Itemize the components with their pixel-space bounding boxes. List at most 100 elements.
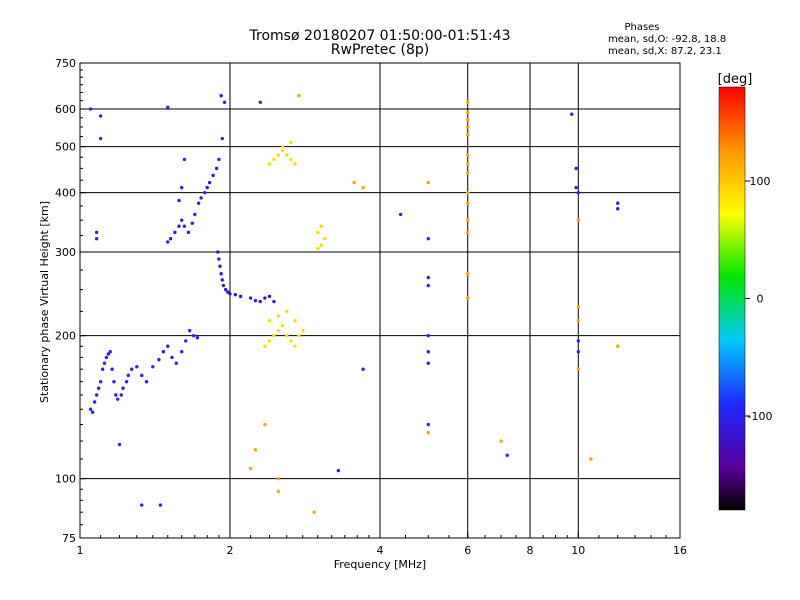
stats-heading: Phases — [624, 22, 659, 33]
data-point — [180, 350, 184, 354]
data-point — [190, 221, 194, 225]
data-point — [576, 350, 580, 354]
data-point — [466, 190, 470, 195]
data-point — [126, 373, 130, 378]
data-point — [616, 207, 620, 211]
data-point — [267, 339, 272, 343]
data-point — [222, 100, 227, 104]
data-point — [117, 442, 122, 447]
data-point — [217, 257, 221, 261]
data-point — [106, 352, 111, 356]
data-point — [94, 393, 99, 397]
data-point — [214, 166, 219, 171]
data-point — [219, 272, 223, 276]
data-point — [466, 201, 470, 205]
data-point — [92, 400, 97, 404]
data-point — [177, 224, 181, 228]
data-point — [499, 439, 503, 443]
data-point — [193, 212, 197, 217]
data-point — [289, 339, 293, 343]
y-tick-label: 600 — [55, 103, 76, 116]
data-point — [267, 319, 272, 323]
y-tick-label: 500 — [55, 141, 76, 154]
data-point — [217, 157, 221, 162]
data-point — [203, 190, 207, 195]
data-point — [180, 218, 184, 222]
data-point — [98, 379, 103, 384]
data-point — [466, 153, 470, 157]
data-point — [466, 117, 470, 122]
y-axis-label: Stationary phase Virtual Height [km] — [38, 201, 51, 403]
data-point — [466, 230, 470, 235]
data-point — [466, 132, 470, 137]
data-point — [426, 283, 430, 288]
data-point — [289, 157, 293, 162]
data-point — [280, 144, 285, 149]
data-point — [151, 365, 155, 369]
data-point — [98, 136, 103, 141]
x-tick-label: 1 — [77, 544, 84, 557]
data-point — [319, 243, 324, 247]
x-axis-label: Frequency [MHz] — [334, 558, 426, 571]
data-point — [104, 355, 109, 360]
data-point — [576, 190, 580, 195]
data-point — [616, 344, 620, 348]
data-point — [108, 350, 112, 354]
data-point — [110, 367, 114, 371]
grid — [80, 63, 680, 538]
data-point — [267, 162, 272, 166]
data-point — [276, 153, 280, 157]
data-point — [589, 457, 593, 461]
data-point — [466, 100, 470, 104]
data-point — [184, 339, 188, 343]
data-point — [130, 367, 134, 371]
colorbar-tick-label: -100 — [748, 410, 773, 423]
data-point — [316, 246, 320, 251]
data-point — [569, 112, 574, 116]
data-point — [216, 250, 220, 254]
stats-x-line: mean, sd,X: 87.2, 23.1 — [608, 46, 722, 57]
data-point — [336, 468, 341, 473]
data-point — [140, 503, 144, 507]
data-point — [361, 367, 365, 371]
data-point — [297, 333, 301, 338]
data-point — [199, 196, 203, 200]
data-point — [466, 125, 470, 129]
data-point — [196, 201, 201, 205]
data-point — [158, 503, 163, 507]
data-point — [466, 162, 470, 166]
data-point — [426, 422, 430, 427]
y-tick-label: 400 — [55, 187, 76, 200]
colorbar-tick-label: 0 — [757, 293, 764, 306]
data-point — [180, 185, 184, 190]
data-point — [258, 100, 262, 104]
x-tick-label: 16 — [673, 544, 687, 557]
data-point — [102, 361, 107, 365]
data-point — [88, 407, 93, 411]
data-point — [174, 361, 178, 365]
data-point — [276, 314, 280, 318]
data-point — [272, 333, 276, 338]
y-tick-label: 100 — [55, 473, 76, 486]
data-point — [426, 430, 430, 435]
data-point — [576, 367, 580, 371]
data-point — [426, 350, 430, 354]
data-point — [466, 171, 470, 175]
data-point — [276, 476, 280, 481]
data-point — [280, 149, 285, 153]
data-point — [90, 410, 95, 414]
data-point — [112, 379, 116, 384]
data-point — [576, 218, 580, 222]
data-point — [248, 466, 253, 471]
data-point — [574, 185, 578, 190]
data-point — [223, 287, 228, 292]
data-point — [276, 489, 280, 494]
y-tick-label: 75 — [62, 532, 76, 545]
data-point — [285, 153, 289, 157]
data-point — [466, 296, 470, 300]
data-point — [186, 230, 191, 235]
data-point — [293, 162, 297, 166]
data-point — [576, 305, 580, 309]
data-point — [166, 344, 170, 348]
